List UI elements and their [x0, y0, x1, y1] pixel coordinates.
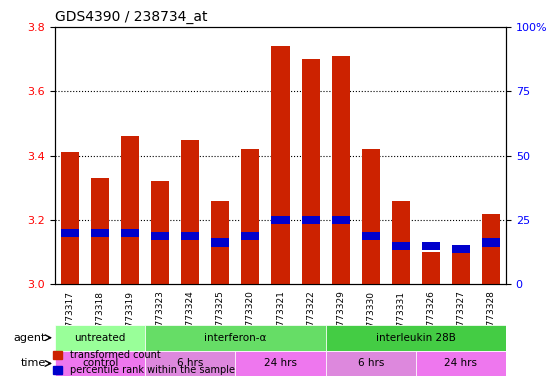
Bar — [91, 178, 109, 285]
Bar — [482, 214, 500, 285]
FancyBboxPatch shape — [55, 325, 145, 351]
Text: GSM773323: GSM773323 — [156, 286, 165, 341]
Bar — [332, 56, 350, 285]
Text: GSM773318: GSM773318 — [96, 286, 104, 341]
Bar — [301, 59, 320, 285]
Text: GSM773324: GSM773324 — [186, 286, 195, 341]
Text: GSM773319: GSM773319 — [125, 286, 135, 341]
FancyBboxPatch shape — [326, 351, 416, 376]
Text: control: control — [82, 358, 118, 368]
Text: time: time — [21, 358, 46, 368]
FancyBboxPatch shape — [235, 351, 326, 376]
Bar — [151, 232, 169, 240]
Bar — [91, 229, 109, 237]
Legend: transformed count, percentile rank within the sample: transformed count, percentile rank withi… — [49, 346, 239, 379]
Text: 6 hrs: 6 hrs — [177, 358, 204, 368]
Text: 6 hrs: 6 hrs — [358, 358, 384, 368]
Text: agent: agent — [14, 333, 46, 343]
Bar — [272, 46, 289, 285]
Bar — [151, 181, 169, 285]
Text: GSM773325: GSM773325 — [216, 286, 225, 341]
Text: GSM773321: GSM773321 — [276, 286, 285, 341]
Bar — [392, 242, 410, 250]
Bar — [241, 149, 260, 285]
Bar — [422, 252, 440, 285]
FancyBboxPatch shape — [326, 325, 506, 351]
Bar — [362, 149, 380, 285]
Bar — [482, 238, 500, 247]
Bar — [452, 252, 470, 285]
Text: GSM773322: GSM773322 — [306, 286, 315, 341]
Text: GSM773329: GSM773329 — [336, 286, 345, 341]
Bar — [272, 216, 289, 224]
Text: GSM773328: GSM773328 — [486, 286, 496, 341]
Bar — [182, 232, 199, 240]
Text: GDS4390 / 238734_at: GDS4390 / 238734_at — [55, 10, 207, 25]
Text: GSM773327: GSM773327 — [456, 286, 465, 341]
Bar — [211, 238, 229, 247]
Bar — [332, 216, 350, 224]
Bar — [121, 136, 139, 285]
Text: GSM773326: GSM773326 — [426, 286, 436, 341]
Bar — [422, 242, 440, 250]
Bar — [392, 201, 410, 285]
Text: untreated: untreated — [74, 333, 126, 343]
Bar — [211, 201, 229, 285]
Text: GSM773330: GSM773330 — [366, 286, 375, 341]
Text: interferon-α: interferon-α — [204, 333, 267, 343]
Bar — [301, 216, 320, 224]
Bar — [241, 232, 260, 240]
Text: interleukin 28B: interleukin 28B — [376, 333, 456, 343]
Text: GSM773317: GSM773317 — [65, 286, 75, 341]
Text: GSM773331: GSM773331 — [396, 286, 405, 341]
FancyBboxPatch shape — [55, 351, 145, 376]
Bar — [362, 232, 380, 240]
FancyBboxPatch shape — [416, 351, 506, 376]
Text: 24 hrs: 24 hrs — [444, 358, 477, 368]
Bar — [182, 139, 199, 285]
FancyBboxPatch shape — [145, 325, 326, 351]
Bar — [61, 152, 79, 285]
Bar — [121, 229, 139, 237]
Text: 24 hrs: 24 hrs — [264, 358, 297, 368]
FancyBboxPatch shape — [145, 351, 235, 376]
Bar — [452, 245, 470, 253]
Bar — [61, 229, 79, 237]
Text: GSM773320: GSM773320 — [246, 286, 255, 341]
